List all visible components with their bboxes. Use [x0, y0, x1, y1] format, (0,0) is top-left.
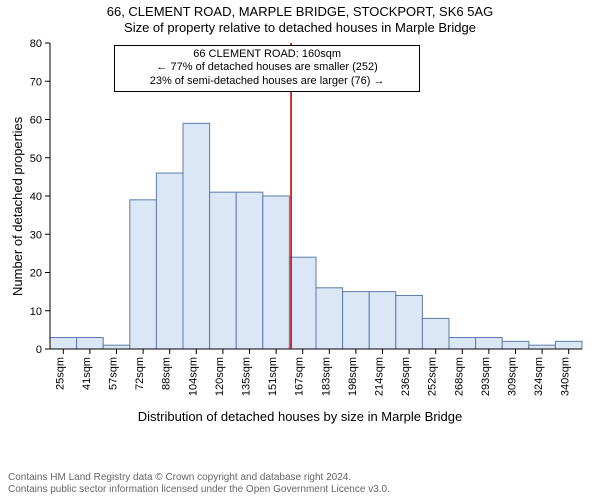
x-tick-label: 268sqm: [453, 357, 465, 396]
chart-area: Number of detached properties 0 10 20 30 40 5…: [0, 37, 600, 407]
x-tick-label: 72sqm: [134, 357, 146, 390]
svg-text:40: 40: [30, 191, 42, 203]
histogram-bar: [449, 337, 476, 348]
histogram-bar: [316, 287, 343, 348]
x-tick-label: 25sqm: [54, 357, 66, 390]
reference-annotation: 66 CLEMENT ROAD: 160sqm ← 77% of detache…: [114, 45, 421, 92]
svg-text:80: 80: [30, 38, 42, 50]
x-tick-label: 198sqm: [347, 357, 359, 396]
footer-line-2: Contains public sector information licen…: [8, 484, 390, 496]
x-tick-label: 57sqm: [108, 357, 120, 390]
histogram-bar: [50, 337, 77, 348]
x-tick-label: 151sqm: [267, 357, 279, 396]
x-tick-label: 293sqm: [480, 357, 492, 396]
annotation-line2: ← 77% of detached houses are smaller (25…: [121, 61, 414, 75]
x-tick-label: 120sqm: [214, 357, 226, 396]
svg-text:20: 20: [30, 267, 42, 279]
footer-attribution: Contains HM Land Registry data © Crown c…: [8, 472, 390, 496]
histogram-bar: [289, 257, 316, 349]
x-tick-label: 236sqm: [400, 357, 412, 396]
histogram-bar: [555, 341, 582, 349]
histogram-bar: [396, 295, 423, 349]
histogram-bar: [156, 173, 183, 349]
svg-text:30: 30: [30, 229, 42, 241]
histogram-bar: [183, 123, 210, 349]
svg-text:60: 60: [30, 114, 42, 126]
histogram-bar: [236, 192, 263, 349]
histogram-bar: [343, 291, 370, 348]
x-tick-label: 324sqm: [533, 357, 545, 396]
histogram-bar: [502, 341, 529, 349]
x-tick-label: 214sqm: [374, 357, 386, 396]
y-axis-title: Number of detached properties: [10, 116, 25, 295]
chart-title-sub: Size of property relative to detached ho…: [0, 20, 600, 36]
svg-text:70: 70: [30, 76, 42, 88]
x-axis-title: Distribution of detached houses by size …: [0, 409, 600, 424]
x-tick-label: 88sqm: [161, 357, 173, 390]
x-tick-label: 183sqm: [320, 357, 332, 396]
svg-text:0: 0: [36, 344, 42, 356]
x-tick-label: 104sqm: [187, 357, 199, 396]
histogram-bar: [77, 337, 104, 348]
histogram-bar: [369, 291, 396, 348]
x-tick-label: 167sqm: [294, 357, 306, 396]
histogram-bar: [422, 318, 449, 349]
annotation-line1: 66 CLEMENT ROAD: 160sqm: [121, 48, 414, 62]
footer-line-1: Contains HM Land Registry data © Crown c…: [8, 472, 390, 484]
svg-text:50: 50: [30, 152, 42, 164]
x-tick-label: 41sqm: [81, 357, 93, 390]
x-tick-label: 340sqm: [560, 357, 572, 396]
chart-title-main: 66, CLEMENT ROAD, MARPLE BRIDGE, STOCKPO…: [0, 0, 600, 20]
histogram-bar: [210, 192, 237, 349]
histogram-bar: [476, 337, 503, 348]
histogram-svg: 0 10 20 30 40 50 60 70 80 25sqm 41sqm 57sqm 72sqm 88s…: [0, 37, 600, 407]
annotation-line3: 23% of semi-detached houses are larger (…: [121, 75, 414, 89]
histogram-bar: [130, 199, 157, 348]
x-tick-label: 252sqm: [427, 357, 439, 396]
svg-text:10: 10: [30, 305, 42, 317]
histogram-bar: [263, 196, 290, 349]
x-tick-label: 309sqm: [507, 357, 519, 396]
chart-titles: 66, CLEMENT ROAD, MARPLE BRIDGE, STOCKPO…: [0, 0, 600, 37]
histogram-bar: [529, 345, 556, 349]
x-tick-label: 135sqm: [241, 357, 253, 396]
histogram-bar: [103, 345, 130, 349]
